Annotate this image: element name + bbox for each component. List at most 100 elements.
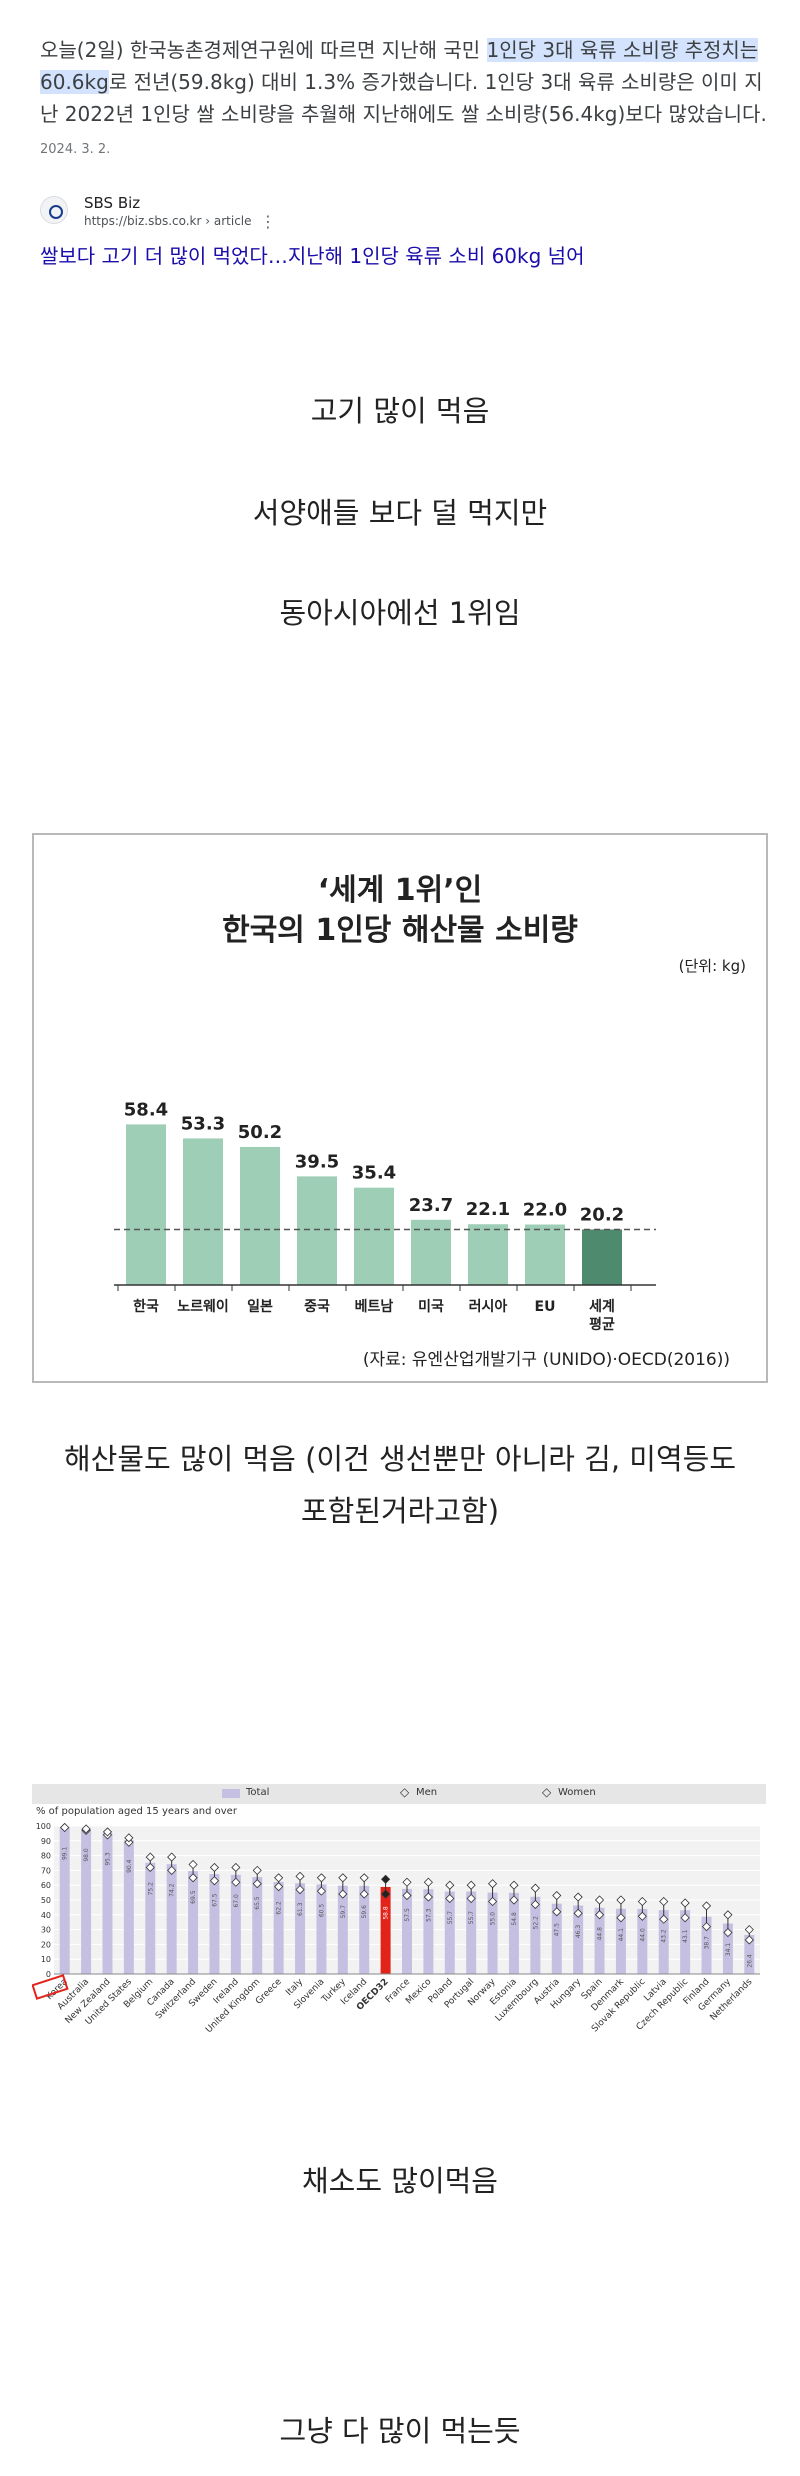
bar	[508, 1892, 519, 1974]
chart-title-line2: 한국의 1인당 해산물 소비량	[222, 913, 578, 948]
bar	[145, 1862, 156, 1974]
caption-seafood-line1: 해산물도 많이 먹음 (이건 생선뿐만 아니라 김, 미역등도	[63, 1442, 737, 1476]
data-label: 57.3	[425, 1908, 432, 1922]
women-marker	[81, 1824, 91, 1834]
bar	[637, 1908, 648, 1974]
bar	[658, 1910, 669, 1974]
bar	[209, 1874, 220, 1974]
data-label: 47.5	[554, 1923, 561, 1937]
data-label: 58.8	[383, 1906, 390, 1920]
women-marker	[573, 1892, 583, 1902]
data-label: 75.2	[147, 1882, 154, 1896]
men-marker	[659, 1914, 669, 1924]
bar	[444, 1891, 455, 1974]
women-marker	[552, 1890, 562, 1901]
data-label: 54.8	[511, 1912, 518, 1926]
women-marker	[188, 1859, 198, 1870]
men-marker	[509, 1895, 519, 1905]
bar	[468, 1224, 508, 1285]
tick-label: 러시아	[469, 1298, 508, 1315]
tick-label: EU	[535, 1299, 556, 1315]
data-label: 46.3	[575, 1925, 582, 1939]
data-label: 55.7	[447, 1911, 454, 1925]
men-marker	[402, 1890, 412, 1901]
women-marker	[102, 1827, 113, 1837]
article-snippet: 오늘(2일) 한국농촌경제연구원에 따르면 지난해 국민 1인당 3대 육류 소…	[40, 34, 770, 166]
data-label: 55.0	[490, 1912, 497, 1926]
bar	[297, 1176, 337, 1285]
bar	[337, 1885, 348, 1974]
more-options-icon[interactable]: ⋮	[260, 212, 276, 231]
women-marker	[530, 1883, 540, 1893]
bar	[240, 1146, 280, 1285]
bar	[423, 1889, 434, 1974]
men-marker	[316, 1886, 326, 1896]
data-label: 67.0	[233, 1894, 240, 1908]
women-marker	[338, 1873, 348, 1883]
men-marker	[637, 1911, 647, 1921]
data-label: 38.7	[704, 1936, 711, 1950]
bar	[573, 1905, 584, 1974]
article-headline-link[interactable]: 쌀보다 고기 더 많이 먹었다…지난해 1인당 육류 소비 60kg 넘어	[40, 244, 585, 268]
bar	[722, 1923, 733, 1974]
caption-east-asia: 동아시아에선 1위임	[279, 596, 521, 630]
tick-label: 세계	[589, 1299, 615, 1315]
data-label: 39.5	[295, 1151, 339, 1172]
y-tick-label: 30	[41, 1926, 51, 1935]
women-marker	[744, 1925, 754, 1935]
seafood-chart: ‘세계 1위’인 한국의 1인당 해산물 소비량 (단위: kg) 58.4 한국…	[32, 833, 768, 1383]
data-label: 98.0	[83, 1848, 90, 1862]
vegetable-chart: Total ◇ Men ◇ Women % of population aged…	[32, 1784, 766, 2034]
chart-title-line1: ‘세계 1위’인	[317, 873, 483, 908]
diamond-icon: ◇	[400, 1785, 410, 1799]
caption-meat: 고기 많이 먹음	[310, 394, 490, 428]
women-marker	[659, 1896, 669, 1907]
women-marker	[723, 1910, 733, 1920]
bar	[126, 1124, 166, 1285]
women-marker	[231, 1862, 241, 1873]
men-marker	[209, 1876, 220, 1886]
data-label: 99.1	[62, 1846, 69, 1860]
data-label: 44.0	[639, 1928, 646, 1942]
women-marker	[488, 1879, 498, 1889]
caption-seafood-line2: 포함된거라고함)	[300, 1494, 500, 1528]
data-label: 44.1	[618, 1928, 625, 1942]
data-label: 95.3	[104, 1852, 111, 1866]
bar	[411, 1219, 451, 1285]
data-label: 61.3	[297, 1902, 304, 1916]
data-label: 22.0	[523, 1200, 567, 1221]
data-label: 50.2	[238, 1122, 282, 1143]
bar	[744, 1934, 755, 1974]
y-tick-label: 10	[41, 1955, 51, 1964]
bar	[188, 1871, 199, 1974]
tick-label: 베트남	[355, 1298, 394, 1315]
data-label: 52.2	[532, 1916, 539, 1930]
data-label: 62.2	[276, 1901, 283, 1915]
legend-men: Men	[416, 1787, 438, 1798]
women-marker	[274, 1873, 284, 1883]
data-label: 65.5	[254, 1896, 261, 1910]
korea-highlight-box	[32, 1974, 69, 2000]
caption-seafood: 해산물도 많이 먹음 (이건 생선뿐만 아니라 김, 미역등도 포함된거라고함)	[0, 1433, 800, 1537]
men-marker	[338, 1889, 348, 1899]
women-marker	[509, 1880, 519, 1890]
vegetable-bar-plot: 010203040506070809010099.1Korea98.0Austr…	[32, 1822, 760, 2034]
tick-label: 한국	[133, 1299, 159, 1315]
bar	[551, 1903, 562, 1974]
data-label: 74.2	[169, 1883, 176, 1897]
chart-source: (자료: 유엔산업개발기구 (UNIDO)·OECD(2016))	[362, 1350, 730, 1370]
men-marker	[231, 1877, 241, 1887]
bar	[594, 1907, 605, 1974]
men-marker	[167, 1865, 177, 1875]
bar	[230, 1874, 241, 1974]
women-marker	[60, 1822, 70, 1833]
bar	[123, 1840, 134, 1974]
women-marker	[167, 1852, 177, 1862]
men-marker	[188, 1873, 198, 1883]
source-row[interactable]: SBS Biz https://biz.sbs.co.kr › article …	[40, 192, 760, 232]
bar	[273, 1881, 284, 1974]
bar	[582, 1229, 622, 1285]
men-marker	[295, 1885, 305, 1895]
data-label: 69.5	[190, 1890, 197, 1904]
men-marker	[381, 1889, 391, 1899]
